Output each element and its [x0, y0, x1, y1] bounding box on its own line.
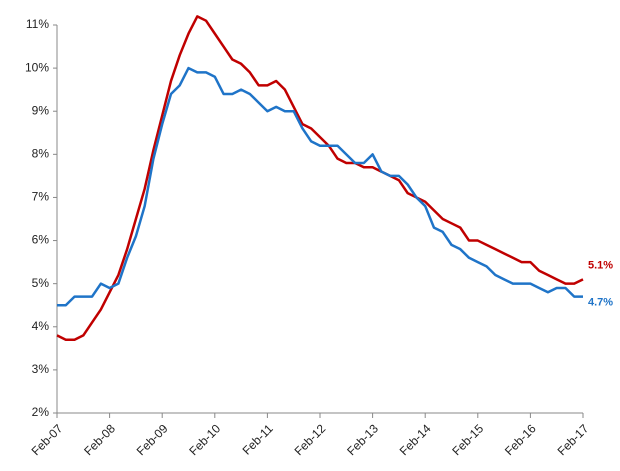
x-tick-label: Feb-12	[292, 421, 329, 458]
y-tick-label: 9%	[32, 103, 50, 117]
y-tick-label: 5%	[32, 276, 50, 290]
x-tick-label: Feb-15	[449, 421, 486, 458]
y-tick-label: 10%	[25, 60, 49, 74]
x-tick-label: Feb-14	[397, 421, 434, 458]
series-line	[57, 66, 583, 307]
x-tick-label: Feb-16	[502, 421, 539, 458]
y-tick-label: 2%	[32, 405, 50, 419]
x-tick-label: Feb-09	[134, 421, 171, 458]
x-tick-label: Feb-13	[344, 421, 381, 458]
x-tick-label: Feb-07	[29, 421, 66, 458]
y-tick-label: 7%	[32, 190, 50, 204]
x-tick-label: Feb-10	[186, 421, 223, 458]
value-label: 4.7%	[588, 297, 613, 309]
y-tick-label: 4%	[32, 319, 50, 333]
series-line	[56, 15, 584, 341]
y-tick-label: 3%	[32, 362, 50, 376]
value-label: 5.1%	[588, 259, 613, 271]
x-tick-label: Feb-08	[81, 421, 118, 458]
y-tick-label: 8%	[32, 147, 50, 161]
x-tick-label: Feb-11	[240, 421, 276, 457]
y-tick-label: 6%	[32, 233, 50, 247]
y-tick-label: 11%	[26, 17, 49, 31]
x-tick-label: Feb-17	[555, 421, 592, 458]
